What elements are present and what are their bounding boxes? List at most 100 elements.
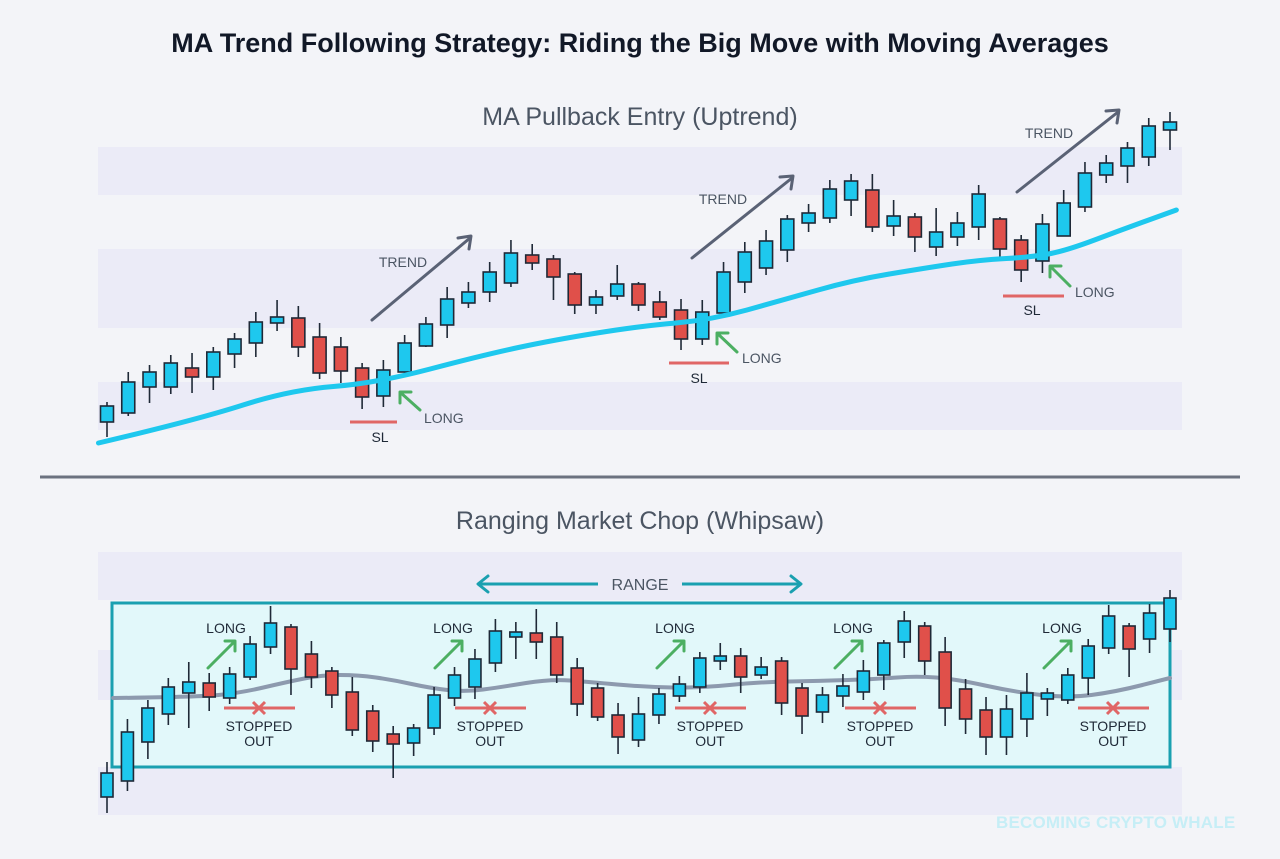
- bearish-candle: [184, 353, 200, 393]
- candle-body: [795, 687, 809, 717]
- bearish-candle: [938, 637, 952, 726]
- bullish-candle: [1120, 142, 1135, 183]
- bearish-candle: [917, 622, 932, 675]
- candle-body: [222, 673, 237, 699]
- candle-body: [142, 371, 157, 388]
- candle-body: [780, 218, 795, 251]
- candle-body: [333, 346, 349, 372]
- candle-body: [886, 215, 901, 227]
- bullish-candle: [652, 688, 666, 724]
- stopped-out-label: STOPPED: [677, 718, 744, 734]
- bullish-candle: [227, 333, 242, 368]
- candle-body: [1020, 692, 1034, 720]
- bullish-candle: [99, 402, 115, 437]
- long-entry-annotation: LONG SL: [669, 331, 782, 386]
- candle-body: [1162, 121, 1178, 131]
- bearish-candle: [549, 622, 564, 683]
- candle-body: [1098, 162, 1114, 176]
- bullish-candle: [427, 687, 441, 735]
- long-label: LONG: [433, 620, 473, 636]
- candle-body: [950, 222, 965, 238]
- candle-body: [758, 240, 774, 269]
- bearish-candle: [907, 213, 923, 252]
- long-label: LONG: [206, 620, 246, 636]
- bullish-candle: [142, 365, 157, 403]
- stopped-out-label: STOPPED: [226, 718, 293, 734]
- candle-body: [1040, 692, 1055, 700]
- candle-body: [503, 252, 519, 284]
- candle-body: [877, 642, 891, 676]
- candle-body: [609, 283, 625, 297]
- bullish-candle: [928, 208, 944, 256]
- candle-body: [418, 323, 434, 347]
- long-label: LONG: [1042, 620, 1082, 636]
- bearish-candle: [567, 272, 583, 314]
- bullish-candle: [181, 662, 196, 728]
- top-candles: [99, 112, 1178, 437]
- candle-body: [693, 657, 707, 688]
- bullish-candle: [999, 695, 1014, 755]
- candle-body: [843, 180, 859, 201]
- bullish-candle: [263, 606, 278, 654]
- candle-body: [1120, 147, 1135, 167]
- candle-body: [999, 708, 1014, 738]
- bearish-candle: [795, 683, 809, 734]
- bottom-candles: [100, 590, 1177, 813]
- stop-x-icon: [702, 700, 718, 716]
- bullish-candle: [1141, 118, 1157, 166]
- bearish-candle: [652, 291, 668, 320]
- candle-body: [836, 685, 850, 697]
- long-arrow-icon: [398, 390, 413, 405]
- bearish-candle: [733, 648, 748, 693]
- candle-body: [325, 670, 339, 696]
- long-label: LONG: [655, 620, 695, 636]
- candle-body: [716, 271, 731, 314]
- bearish-candle: [325, 667, 339, 708]
- bullish-candle: [418, 317, 434, 347]
- candle-body: [631, 713, 646, 741]
- bearish-candle: [590, 683, 605, 721]
- arrow-left-icon: [476, 574, 490, 594]
- range-label: RANGE: [612, 577, 669, 594]
- bullish-candle: [822, 180, 838, 223]
- bullish-candle: [886, 200, 901, 236]
- candle-body: [1101, 615, 1116, 649]
- candle-body: [120, 381, 136, 414]
- candle-body: [345, 691, 360, 731]
- bullish-candle: [482, 262, 497, 302]
- candle-body: [243, 643, 257, 678]
- trend-arrow-icon: [1104, 108, 1121, 125]
- candle-body: [865, 189, 880, 228]
- candle-body: [737, 251, 753, 283]
- bullish-candle: [609, 265, 625, 300]
- candle-body: [524, 254, 540, 264]
- stopped-out-label: OUT: [244, 733, 274, 749]
- candle-body: [427, 694, 441, 729]
- bullish-candle: [1020, 673, 1034, 737]
- bullish-candle: [163, 355, 179, 394]
- bearish-candle: [524, 244, 540, 270]
- bullish-candle: [801, 204, 816, 232]
- watermark: BECOMING CRYPTO WHALE: [996, 813, 1236, 832]
- bullish-candle: [716, 262, 731, 318]
- candle-body: [570, 667, 584, 705]
- bullish-candle: [588, 290, 604, 314]
- bullish-candle: [713, 643, 728, 670]
- bearish-candle: [312, 323, 327, 379]
- long-entry-annotation: LONG SL: [1003, 264, 1115, 318]
- sl-label: SL: [690, 370, 707, 386]
- bullish-candle: [100, 762, 114, 813]
- stopped-out-label: STOPPED: [847, 718, 914, 734]
- long-arrow-icon: [715, 331, 730, 346]
- candle-body: [774, 660, 789, 704]
- bullish-candle: [1098, 155, 1114, 183]
- stopped-out-label: STOPPED: [1080, 718, 1147, 734]
- bullish-candle: [737, 242, 753, 293]
- bearish-candle: [202, 673, 217, 711]
- bullish-candle: [120, 372, 136, 416]
- bullish-candle: [509, 622, 523, 659]
- whipsaw-annotations: LONGSTOPPEDOUTLONGSTOPPEDOUTLONGSTOPPEDO…: [206, 620, 1149, 749]
